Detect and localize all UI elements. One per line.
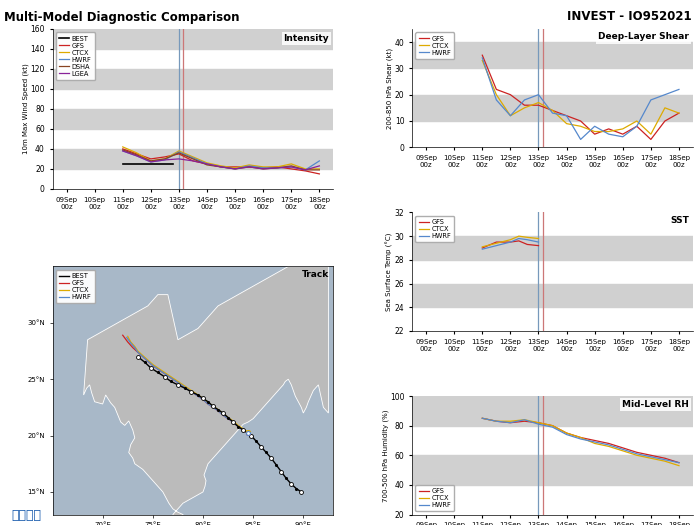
Text: INVEST - IO952021: INVEST - IO952021 (567, 10, 692, 24)
Y-axis label: 10m Max Wind Speed (kt): 10m Max Wind Speed (kt) (22, 64, 29, 154)
Point (260, 448, 272, 457)
Y-axis label: 700-500 hPa Humidity (%): 700-500 hPa Humidity (%) (382, 409, 389, 501)
Point (228, 418, 239, 426)
Point (193, 391, 204, 399)
Text: Deep-Layer Shear: Deep-Layer Shear (598, 33, 689, 41)
Legend: GFS, CTCX, HWRF: GFS, CTCX, HWRF (415, 485, 454, 511)
Point (290, 485, 302, 493)
Text: SST: SST (670, 216, 689, 225)
Text: Multi-Model Diagnostic Comparison: Multi-Model Diagnostic Comparison (4, 10, 239, 24)
Point (223, 413, 234, 422)
Point (172, 381, 183, 389)
Bar (412, 455, 693, 485)
Legend: GFS, CTCX, HWRF: GFS, CTCX, HWRF (415, 32, 454, 59)
Point (186, 387, 197, 396)
Point (265, 454, 276, 463)
Point (242, 429, 253, 437)
Y-axis label: 200-850 hPa Shear (kt): 200-850 hPa Shear (kt) (387, 48, 393, 129)
Point (160, 373, 171, 381)
Point (179, 384, 190, 392)
Point (172, 381, 183, 389)
Point (207, 402, 218, 411)
Point (242, 429, 253, 437)
Point (256, 443, 267, 451)
Point (160, 373, 171, 381)
Point (197, 394, 209, 403)
Point (207, 402, 218, 411)
Point (286, 480, 297, 488)
Bar (52, 109, 333, 129)
Point (251, 437, 262, 445)
Bar (412, 236, 693, 260)
Point (202, 397, 214, 406)
Text: Mid-Level RH: Mid-Level RH (622, 400, 689, 408)
Y-axis label: Sea Surface Temp (°C): Sea Surface Temp (°C) (386, 233, 393, 311)
Point (132, 352, 144, 361)
Point (132, 352, 144, 361)
Point (218, 409, 229, 417)
Point (276, 467, 287, 476)
Point (242, 429, 253, 437)
Point (276, 467, 287, 476)
Point (139, 358, 150, 366)
Point (265, 454, 276, 463)
Point (281, 474, 292, 482)
Bar (412, 396, 693, 426)
Legend: BEST, GFS, CTCX, HWRF: BEST, GFS, CTCX, HWRF (56, 270, 95, 303)
Text: Intensity: Intensity (284, 34, 329, 43)
Point (242, 428, 253, 436)
Point (228, 418, 239, 426)
Bar (412, 42, 693, 68)
Text: Ⓒⓘⓡⓐ: Ⓒⓘⓡⓐ (11, 509, 41, 522)
Bar (52, 29, 333, 49)
Point (212, 405, 223, 414)
Point (256, 443, 267, 451)
Point (145, 364, 156, 372)
Polygon shape (83, 267, 328, 525)
Point (197, 394, 209, 403)
Point (271, 461, 282, 469)
Point (152, 368, 163, 376)
Point (218, 409, 229, 417)
Legend: BEST, GFS, CTCX, HWRF, DSHA, LGEA: BEST, GFS, CTCX, HWRF, DSHA, LGEA (56, 32, 95, 80)
Point (246, 432, 257, 440)
Point (246, 432, 257, 440)
Bar (52, 69, 333, 89)
Point (145, 364, 156, 372)
Point (186, 387, 197, 396)
Bar (412, 284, 693, 307)
Legend: GFS, CTCX, HWRF: GFS, CTCX, HWRF (415, 216, 454, 243)
Point (295, 488, 307, 496)
Bar (52, 149, 333, 169)
Point (232, 422, 244, 430)
Point (165, 377, 176, 386)
Point (295, 488, 307, 496)
Bar (412, 94, 693, 121)
Text: Track: Track (302, 270, 329, 279)
Point (237, 426, 248, 434)
Point (237, 426, 248, 434)
Point (286, 480, 297, 488)
